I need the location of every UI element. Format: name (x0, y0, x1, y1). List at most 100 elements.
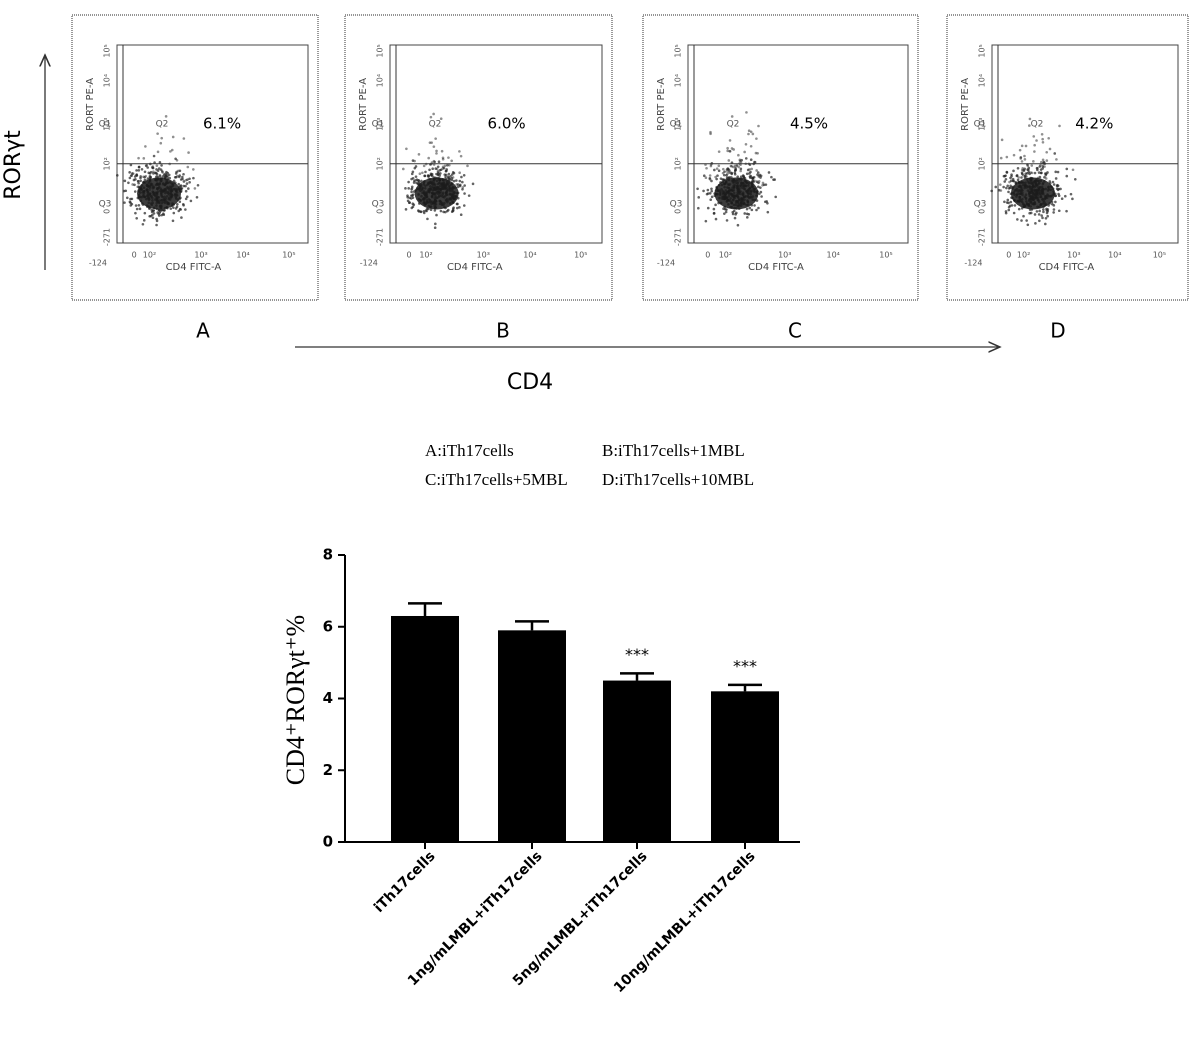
cell-dot (414, 178, 417, 182)
x-tick-label: 10⁵ (1153, 251, 1166, 260)
cell-dot (182, 180, 186, 183)
cell-dot (714, 217, 718, 221)
cell-dot (999, 156, 1003, 160)
cell-dot (1054, 170, 1058, 174)
cell-dot (746, 216, 749, 219)
cell-dot (1025, 219, 1028, 222)
error-bar (620, 672, 654, 681)
cell-dot (146, 166, 149, 169)
cell-dot (1005, 155, 1009, 159)
cell-dot (774, 195, 777, 199)
cell-dot (1033, 150, 1036, 153)
cell-dot (1036, 168, 1039, 172)
cell-dot (413, 159, 416, 163)
cell-dot (1040, 214, 1043, 217)
cell-dot (404, 208, 408, 211)
cell-dot (447, 172, 451, 176)
cell-dot (1041, 216, 1044, 220)
cell-dot (1059, 187, 1062, 191)
cell-dot (175, 170, 178, 174)
error-bar (728, 683, 762, 692)
cell-dot (456, 206, 459, 210)
cell-dot (173, 175, 177, 179)
cell-dot (136, 179, 140, 183)
cell-dot (455, 179, 458, 182)
cell-dot (1023, 167, 1026, 171)
cell-dot (134, 211, 137, 215)
cell-dot (136, 185, 140, 189)
cell-dot (430, 161, 434, 164)
cell-dot (151, 213, 154, 217)
cell-dot (140, 167, 144, 171)
cell-dot (410, 187, 414, 190)
cell-dot (123, 179, 127, 183)
cell-dot (417, 153, 421, 156)
cell-dot (749, 130, 753, 134)
cell-dot (731, 212, 735, 216)
cell-dot (1044, 177, 1048, 180)
quadrant-label: Q3 (974, 199, 987, 209)
cell-dot (178, 200, 182, 204)
cell-dot (715, 177, 718, 181)
cell-dot (755, 169, 758, 172)
cell-dot (437, 160, 441, 164)
cell-dot (747, 129, 751, 133)
y-tick-label: 10³ (978, 118, 987, 131)
cell-dot (1007, 190, 1010, 194)
cell-dot (748, 206, 752, 210)
cell-dot (739, 167, 743, 171)
cell-dot (1017, 207, 1021, 211)
cell-dot (187, 151, 190, 154)
y-tick-label: 10⁴ (103, 74, 112, 87)
cell-dot (1000, 138, 1004, 142)
cell-dot (432, 112, 435, 116)
quadrant-label: Q2 (1031, 119, 1044, 129)
cell-dot (1047, 136, 1050, 140)
cell-dot (156, 175, 160, 179)
x-tick-label: 10⁵ (879, 251, 892, 260)
cell-dot (747, 212, 751, 216)
cell-dot (438, 174, 441, 177)
cell-dot (1041, 137, 1044, 141)
y-tick-label: 2 (323, 761, 333, 779)
cell-dot (428, 168, 431, 172)
y-tick-label: 0 (323, 833, 333, 851)
cell-dot (757, 181, 760, 185)
cell-dot (151, 216, 155, 220)
cell-dot (1005, 186, 1008, 190)
x-axis-label: CD4 FITC-A (447, 262, 503, 273)
x-axis-label: CD4 FITC-A (748, 262, 804, 273)
cell-dot (755, 208, 758, 212)
cell-dot (130, 202, 134, 206)
cell-dot (456, 185, 460, 189)
cell-dot (1041, 158, 1045, 162)
cell-dot (444, 175, 447, 179)
cell-dot (444, 173, 448, 177)
cell-dot (749, 158, 753, 161)
cell-dot (722, 173, 726, 177)
cell-dot (128, 171, 131, 174)
cell-dot (123, 201, 126, 204)
cell-dot (1041, 167, 1044, 170)
panel-frame (946, 14, 1189, 301)
cell-dot (737, 153, 740, 157)
cell-dot (1033, 143, 1036, 147)
cell-dot (734, 169, 737, 172)
cell-dot (1053, 152, 1057, 155)
cell-dot (1016, 178, 1020, 182)
cell-dot (723, 212, 726, 215)
cell-dot (697, 196, 701, 199)
cell-dot (1019, 156, 1023, 159)
cell-dot (721, 167, 725, 171)
cell-dot (137, 181, 140, 185)
cell-dot (1021, 167, 1025, 170)
x-tick-label: 0 (132, 251, 137, 260)
x-tick-label: 10² (719, 251, 732, 260)
cell-dot (1054, 177, 1058, 180)
cell-dot (432, 145, 436, 148)
cell-dot (725, 219, 729, 222)
cell-dot (1020, 171, 1024, 175)
cell-dot (450, 176, 454, 180)
cell-dot (723, 207, 727, 211)
cell-dot (463, 184, 466, 187)
